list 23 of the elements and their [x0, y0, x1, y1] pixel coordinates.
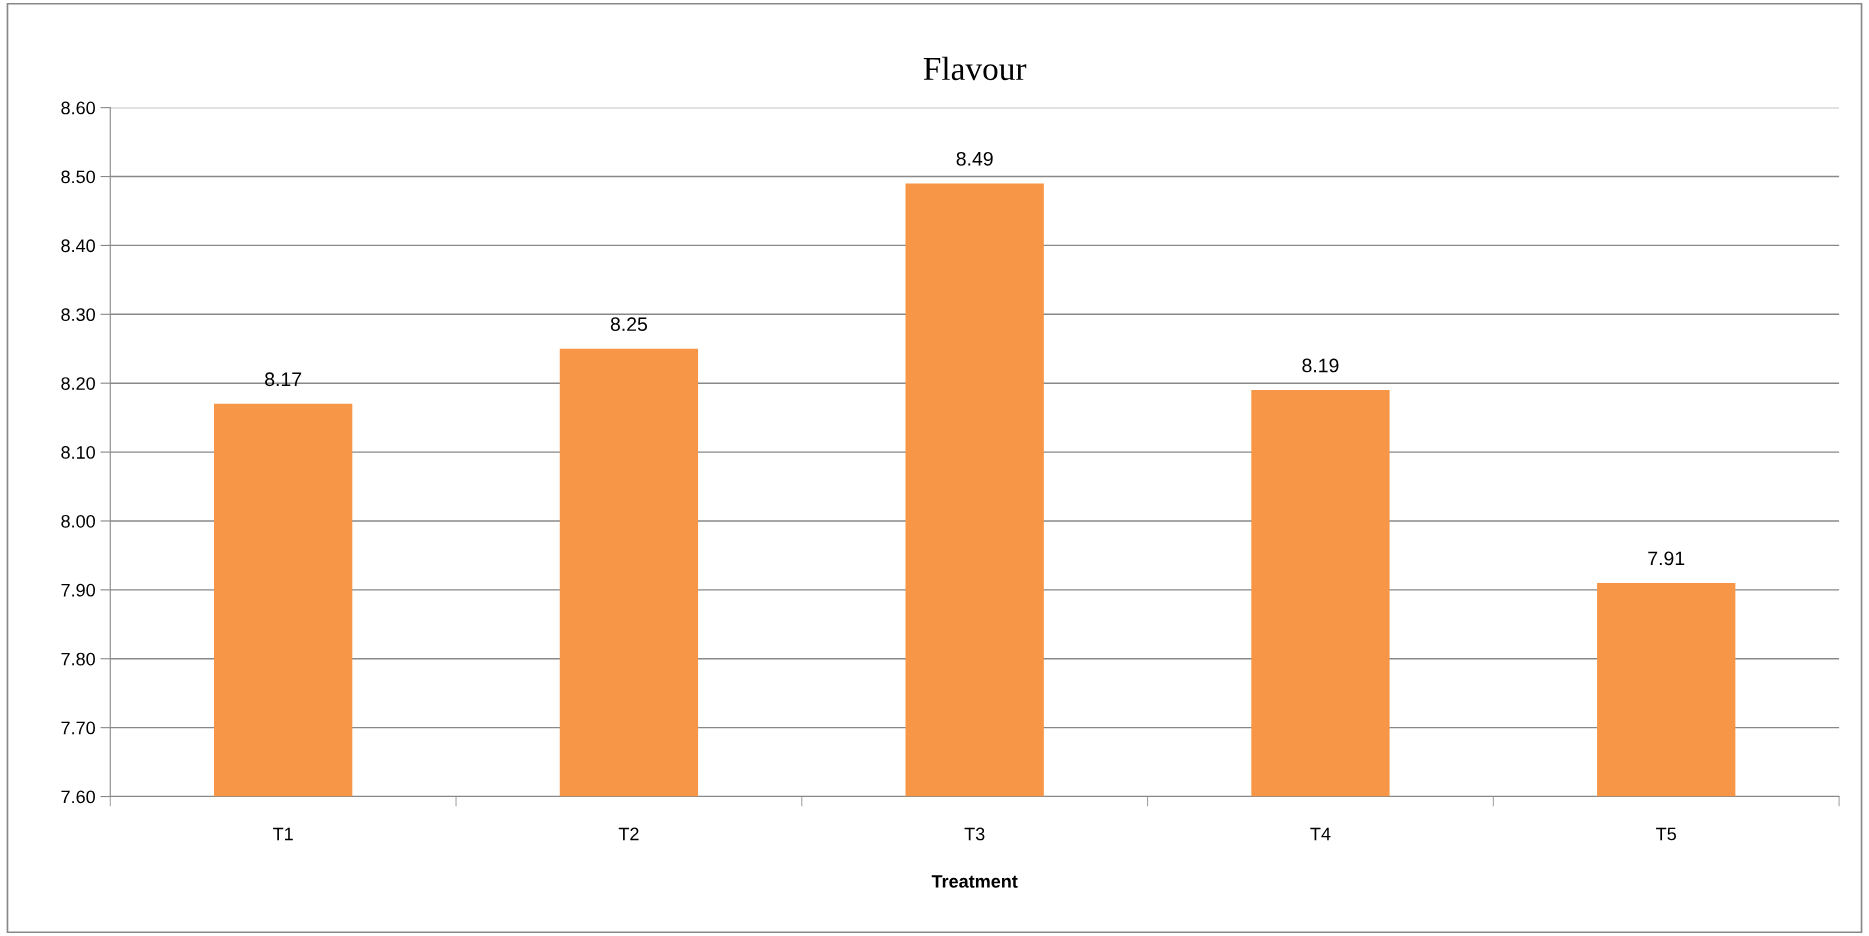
data-label: 8.25 [610, 317, 648, 332]
data-label: 8.17 [265, 372, 302, 387]
x-tick-label: T3 [964, 827, 985, 841]
y-tick-label: 8.50 [61, 170, 95, 184]
y-tick-label: 7.60 [61, 790, 95, 804]
x-tick-label: T2 [618, 827, 639, 841]
y-tick-label: 7.80 [61, 652, 95, 666]
data-label: 7.91 [1648, 551, 1685, 566]
y-tick-label: 7.70 [61, 721, 95, 735]
data-label: 8.49 [956, 151, 993, 166]
data-label: 8.19 [1302, 358, 1339, 373]
y-tick-label: 8.10 [61, 446, 95, 459]
y-tick-label: 7.90 [61, 583, 95, 597]
y-tick-label: 8.60 [61, 101, 95, 115]
chart-title: Flavour [923, 56, 1027, 81]
x-tick-label: T1 [273, 827, 293, 841]
y-tick-label: 8.20 [61, 377, 95, 390]
y-tick-label: 8.30 [61, 308, 95, 322]
x-tick-label: T4 [1310, 827, 1331, 841]
y-tick-label: 8.00 [61, 514, 95, 528]
y-tick-label: 8.40 [61, 239, 95, 253]
x-tick-label: T5 [1656, 827, 1676, 841]
x-axis-title: Treatment [931, 875, 1018, 888]
